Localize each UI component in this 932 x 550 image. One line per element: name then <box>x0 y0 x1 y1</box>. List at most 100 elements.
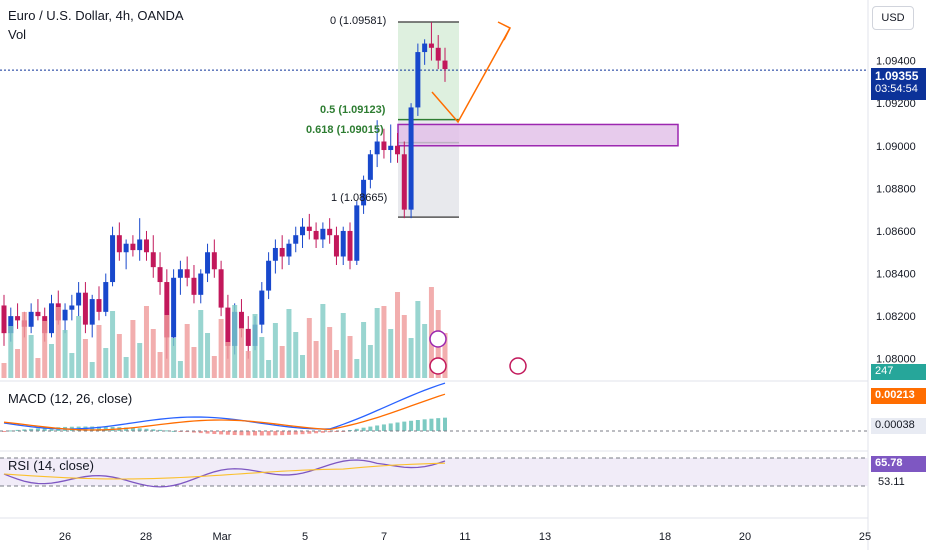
macd-histogram-bar <box>96 426 101 431</box>
volume-bar <box>171 338 177 378</box>
macd-histogram-bar <box>266 431 271 436</box>
macd-histogram-bar <box>103 426 108 431</box>
macd-histogram-bar <box>320 431 325 433</box>
rsi-label[interactable]: RSI (14, close) <box>8 458 94 473</box>
candle-body <box>123 243 129 253</box>
symbol-title[interactable]: Euro / U.S. Dollar, 4h, OANDA <box>8 8 184 23</box>
candle-body <box>238 311 244 329</box>
rsi-band <box>0 458 440 486</box>
macd-histogram-bar <box>381 424 386 431</box>
macd-histogram-bar <box>29 428 34 431</box>
volume-bar <box>232 305 238 378</box>
macd-histogram-bar <box>286 431 291 435</box>
candle-body <box>415 52 421 108</box>
projection-arrow <box>431 27 511 124</box>
volume-bar <box>205 333 211 378</box>
volume-bar <box>300 355 306 378</box>
volume-bar <box>62 330 68 378</box>
volume-bar <box>191 347 197 378</box>
candle-body <box>428 43 434 48</box>
macd-histogram-bar <box>348 429 353 431</box>
volume-label: Vol <box>8 27 27 42</box>
macd-histogram-bar <box>429 418 434 431</box>
x-tick-label: 13 <box>539 531 551 543</box>
candle-body <box>8 316 14 334</box>
macd-histogram-bar <box>137 428 142 431</box>
volume-bar <box>157 352 163 378</box>
volume-bar <box>415 301 421 378</box>
volume-bar <box>442 333 448 378</box>
macd-signal-line <box>3 393 446 431</box>
volume-bar <box>76 316 82 378</box>
currency-button[interactable]: USD <box>872 6 914 30</box>
macd-histogram-bar <box>164 430 169 432</box>
macd-histogram-bar <box>409 420 414 431</box>
volume-bar <box>401 315 407 378</box>
candle-body <box>164 282 170 338</box>
macd-histogram-bar <box>443 417 447 431</box>
macd-histogram-bar <box>171 430 176 432</box>
y-tick-label: 1.08000 <box>876 354 916 366</box>
volume-bar <box>28 335 34 378</box>
supply-demand-zone <box>397 123 679 147</box>
volume-bar <box>96 325 102 378</box>
macd-label[interactable]: MACD (12, 26, close) <box>8 391 133 406</box>
x-tick-label: 11 <box>459 531 470 543</box>
volume-bar <box>21 312 27 378</box>
y-tick-label: 1.08200 <box>876 311 916 323</box>
candle-body <box>1 305 7 334</box>
candle-body <box>245 328 251 346</box>
candle-body <box>354 205 360 261</box>
bar-countdown: 03:54:54 <box>875 83 918 95</box>
candle-body <box>137 239 143 251</box>
macd-histogram-bar <box>185 431 190 433</box>
candle-body <box>279 247 285 257</box>
volume-bar <box>48 344 54 378</box>
volume-bar <box>110 311 116 378</box>
volume-bar <box>42 321 48 378</box>
macd-histogram-bar <box>144 428 149 431</box>
volume-bar <box>306 318 312 378</box>
volume-bar <box>1 363 7 378</box>
macd-histogram-bar <box>327 431 332 433</box>
rsi-value-tag: 65.78 <box>871 456 926 472</box>
candle-body <box>442 60 448 70</box>
volume-bar <box>55 307 61 378</box>
macd-histogram-bar <box>293 431 298 435</box>
fib-upper-zone <box>398 22 459 120</box>
candle-body <box>130 243 136 251</box>
volume-bar <box>408 338 414 378</box>
macd-histogram-bar <box>300 431 305 435</box>
candle-body <box>103 282 109 312</box>
rsi-band-extension <box>440 458 868 486</box>
volume-bar <box>333 350 339 378</box>
candle-body <box>259 290 265 325</box>
candle-body <box>15 316 21 321</box>
projection-arrowhead <box>497 21 512 41</box>
candle-body <box>293 235 299 244</box>
fib-level-0618: 0.618 (1.09015) <box>306 124 384 136</box>
macd-histogram-bar <box>205 431 210 434</box>
macd-histogram-bar <box>388 423 393 431</box>
macd-histogram-bar <box>422 419 427 431</box>
macd-histogram-bar <box>130 427 135 431</box>
volume-bar <box>381 306 387 378</box>
macd-histogram-bar <box>191 431 196 433</box>
candle-body <box>28 311 34 327</box>
macd-histogram-bar <box>375 425 380 431</box>
x-tick-label: 25 <box>859 531 871 543</box>
y-tick-label: 1.08800 <box>876 183 916 195</box>
macd-histogram-bar <box>280 431 285 436</box>
volume-bar <box>252 314 258 378</box>
candle-body <box>361 179 367 206</box>
fib-level-0: 0 (1.09581) <box>330 15 387 27</box>
volume-bar <box>286 309 292 378</box>
macd-histogram-bar <box>436 418 441 431</box>
volume-bar <box>211 356 217 378</box>
volume-bar <box>35 358 41 378</box>
volume-bar <box>123 357 129 378</box>
candle-body <box>367 154 373 180</box>
macd-histogram-bar <box>225 431 230 435</box>
volume-bar <box>15 349 21 378</box>
